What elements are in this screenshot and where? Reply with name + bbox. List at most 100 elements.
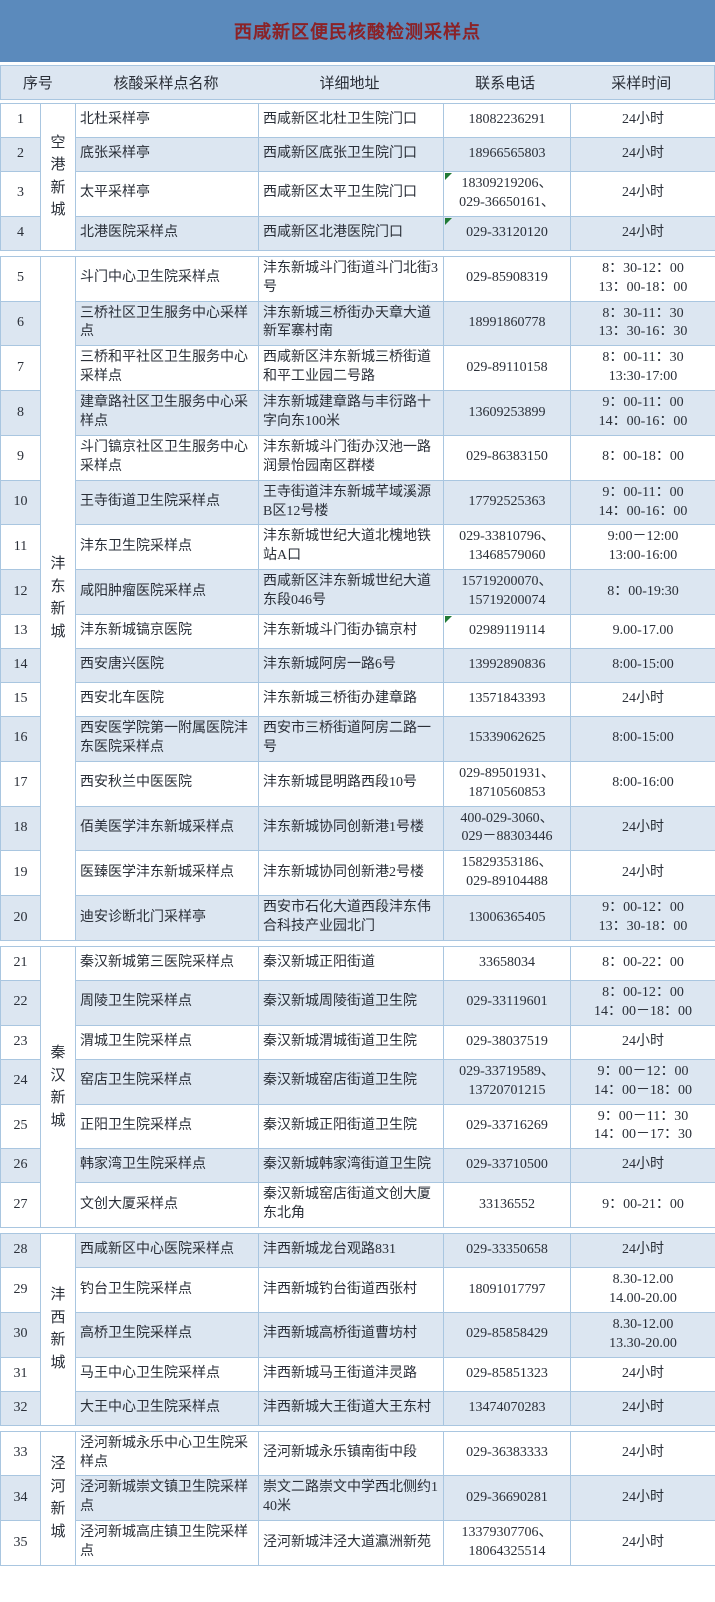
time-cell: 24小时 <box>570 171 715 217</box>
time-cell: 8:00-16:00 <box>570 760 715 807</box>
address-cell: 秦汉新城正阳街道 <box>258 945 444 981</box>
time-cell: 24小时 <box>570 850 715 897</box>
table-row: 2 底张采样亭 西咸新区底张卫生院门口 18966565803 24小时 <box>0 137 715 172</box>
row-number-cell: 25 <box>0 1103 41 1150</box>
address-cell: 沣东新城三桥街办建章路 <box>258 682 444 718</box>
phone-cell: 029-33719589、 13720701215 <box>443 1058 571 1105</box>
phone-cell: 17792525363 <box>443 479 571 526</box>
row-number-cell: 9 <box>0 434 41 481</box>
table-row: 16 西安医学院第一附属医院沣东医院采样点 西安市三桥街道阿房二路一号 1533906… <box>0 716 715 762</box>
column-header-no: 序号 <box>22 76 53 92</box>
time-cell: 9：00-11：00 14：00-16：00 <box>570 390 715 436</box>
site-name-cell: 秦汉新城第三医院采样点 <box>75 945 259 981</box>
phone-cell: 029-36383333 <box>443 1430 571 1477</box>
row-number-cell: 28 <box>0 1233 41 1269</box>
row-number-cell: 34 <box>0 1475 41 1522</box>
phone-cell: 13006365405 <box>443 895 571 941</box>
address-cell: 西安市石化大道西段沣东伟合科技产业园北门 <box>258 895 444 941</box>
table-row: 9 斗门镐京社区卫生服务中心采样点 沣东新城斗门街办汉池一路润景怡园南区群楼 029-… <box>0 434 715 481</box>
table-row: 10 王寺街道卫生院采样点 王寺街道沣东新城芊域溪源B区12号楼 1779252536… <box>0 479 715 526</box>
phone-cell: 18991860778 <box>443 300 571 347</box>
time-cell: 24小时 <box>570 805 715 852</box>
table-row: 13 沣东新城镐京医院 沣东新城斗门街办镐京村 02989119114 9.00-17.… <box>0 614 715 650</box>
table-row: 14 西安唐兴医院 沣东新城阿房一路6号 13992890836 8:00-15:00 <box>0 648 715 684</box>
address-cell: 秦汉新城窑店街道文创大厦东北角 <box>258 1182 444 1229</box>
address-cell: 泾河新城永乐镇南街中段 <box>258 1430 444 1477</box>
address-cell: 崇文二路崇文中学西北侧约140米 <box>258 1475 444 1522</box>
phone-cell: 029-33119601 <box>443 979 571 1026</box>
phone-cell: 13571843393 <box>443 682 571 718</box>
phone-cell: 029-33710500 <box>443 1148 571 1184</box>
phone-cell: 15719200070、 15719200074 <box>443 569 571 616</box>
row-number-cell: 15 <box>0 682 41 718</box>
phone-cell: 33136552 <box>443 1182 571 1229</box>
site-name-cell: 沣东新城镐京医院 <box>75 614 259 650</box>
address-cell: 西咸新区北港医院门口 <box>258 215 444 251</box>
site-name-cell: 三桥社区卫生服务中心采样点 <box>75 300 259 347</box>
phone-cell: 18091017797 <box>443 1267 571 1313</box>
phone-cell: 13609253899 <box>443 390 571 436</box>
address-cell: 西咸新区太平卫生院门口 <box>258 171 444 217</box>
phone-cell: 02989119114 <box>443 614 571 650</box>
phone-cell: 029-85908319 <box>443 255 571 302</box>
time-cell: 9:00－12:00 13:00-16:00 <box>570 524 715 571</box>
row-number-cell: 5 <box>0 255 41 302</box>
phone-cell: 029-33716269 <box>443 1103 571 1150</box>
phone-cell: 029-33350658 <box>443 1233 571 1269</box>
district-group-table: 28 沣西新城 西咸新区中心医院采样点 沣西新城龙台观路831 029-33350658… <box>0 1233 715 1426</box>
table-row: 12 咸阳肿瘤医院采样点 西咸新区沣东新城世纪大道东段046号 15719200070… <box>0 569 715 616</box>
district-group-table: 5 沣东新城 斗门中心卫生院采样点 沣东新城斗门街道斗门北街3号 029-8590831… <box>0 255 715 941</box>
table-row: 26 韩家湾卫生院采样点 秦汉新城韩家湾街道卫生院 029-33710500 24小时 <box>0 1148 715 1184</box>
row-number-cell: 7 <box>0 345 41 392</box>
address-cell: 沣东新城斗门街道斗门北街3号 <box>258 255 444 302</box>
district-group-table: 33 泾河新城 泾河新城永乐中心卫生院采样点 泾河新城永乐镇南街中段 029-36383… <box>0 1430 715 1566</box>
time-cell: 24小时 <box>570 215 715 251</box>
phone-cell: 029-89110158 <box>443 345 571 392</box>
site-name-cell: 西安北车医院 <box>75 682 259 718</box>
phone-cell: 029-85858429 <box>443 1311 571 1358</box>
table-row: 34 泾河新城崇文镇卫生院采样点 崇文二路崇文中学西北侧约140米 029-36690… <box>0 1475 715 1522</box>
table-row: 32 大王中心卫生院采样点 沣西新城大王街道大王东村 13474070283 24小时 <box>0 1390 715 1426</box>
site-name-cell: 大王中心卫生院采样点 <box>75 1390 259 1426</box>
time-cell: 8：00-18：00 <box>570 434 715 481</box>
time-cell: 8.30-12.00 13.30-20.00 <box>570 1311 715 1358</box>
site-name-cell: 北港医院采样点 <box>75 215 259 251</box>
phone-cell: 13992890836 <box>443 648 571 684</box>
time-cell: 24小时 <box>570 682 715 718</box>
row-number-cell: 27 <box>0 1182 41 1229</box>
site-name-cell: 西安唐兴医院 <box>75 648 259 684</box>
site-name-cell: 太平采样亭 <box>75 171 259 217</box>
address-cell: 沣西新城钓台街道西张村 <box>258 1267 444 1313</box>
district-cell: 泾河新城 <box>40 1430 76 1566</box>
time-cell: 24小时 <box>570 1024 715 1060</box>
site-name-cell: 咸阳肿瘤医院采样点 <box>75 569 259 616</box>
site-name-cell: 斗门镐京社区卫生服务中心采样点 <box>75 434 259 481</box>
time-cell: 8：30-11：30 13：30-16：30 <box>570 300 715 347</box>
table-row: 6 三桥社区卫生服务中心采样点 沣东新城三桥街办天章大道新军寨村南 189918607… <box>0 300 715 347</box>
phone-cell: 18309219206、 029-36650161、 <box>443 171 571 217</box>
district-cell: 空港新城 <box>40 103 76 251</box>
row-number-cell: 4 <box>0 215 41 251</box>
site-name-cell: 周陵卫生院采样点 <box>75 979 259 1026</box>
address-cell: 沣东新城三桥街办天章大道新军寨村南 <box>258 300 444 347</box>
phone-cell: 18082236291 <box>443 103 571 138</box>
row-number-cell: 30 <box>0 1311 41 1358</box>
table-row: 15 西安北车医院 沣东新城三桥街办建章路 13571843393 24小时 <box>0 682 715 718</box>
site-name-cell: 北杜采样亭 <box>75 103 259 138</box>
address-cell: 西咸新区底张卫生院门口 <box>258 137 444 172</box>
time-cell: 8：30-12：00 13：00-18：00 <box>570 255 715 302</box>
site-name-cell: 沣东卫生院采样点 <box>75 524 259 571</box>
phone-cell: 33658034 <box>443 945 571 981</box>
address-cell: 沣西新城马王街道沣灵路 <box>258 1356 444 1392</box>
row-number-cell: 23 <box>0 1024 41 1060</box>
phone-cell: 15829353186、 029-89104488 <box>443 850 571 897</box>
table-row: 8 建章路社区卫生服务中心采样点 沣东新城建章路与丰衍路十字向东100米 136092… <box>0 390 715 436</box>
site-name-cell: 窑店卫生院采样点 <box>75 1058 259 1105</box>
table-row: 19 医臻医学沣东新城采样点 沣东新城协同创新港2号楼 15829353186、 02… <box>0 850 715 897</box>
table-row: 23 渭城卫生院采样点 秦汉新城渭城街道卫生院 029-38037519 24小时 <box>0 1024 715 1060</box>
phone-cell: 029-89501931、 18710560853 <box>443 760 571 807</box>
site-name-cell: 马王中心卫生院采样点 <box>75 1356 259 1392</box>
row-number-cell: 35 <box>0 1520 41 1566</box>
address-cell: 沣东新城昆明路西段10号 <box>258 760 444 807</box>
row-number-cell: 18 <box>0 805 41 852</box>
